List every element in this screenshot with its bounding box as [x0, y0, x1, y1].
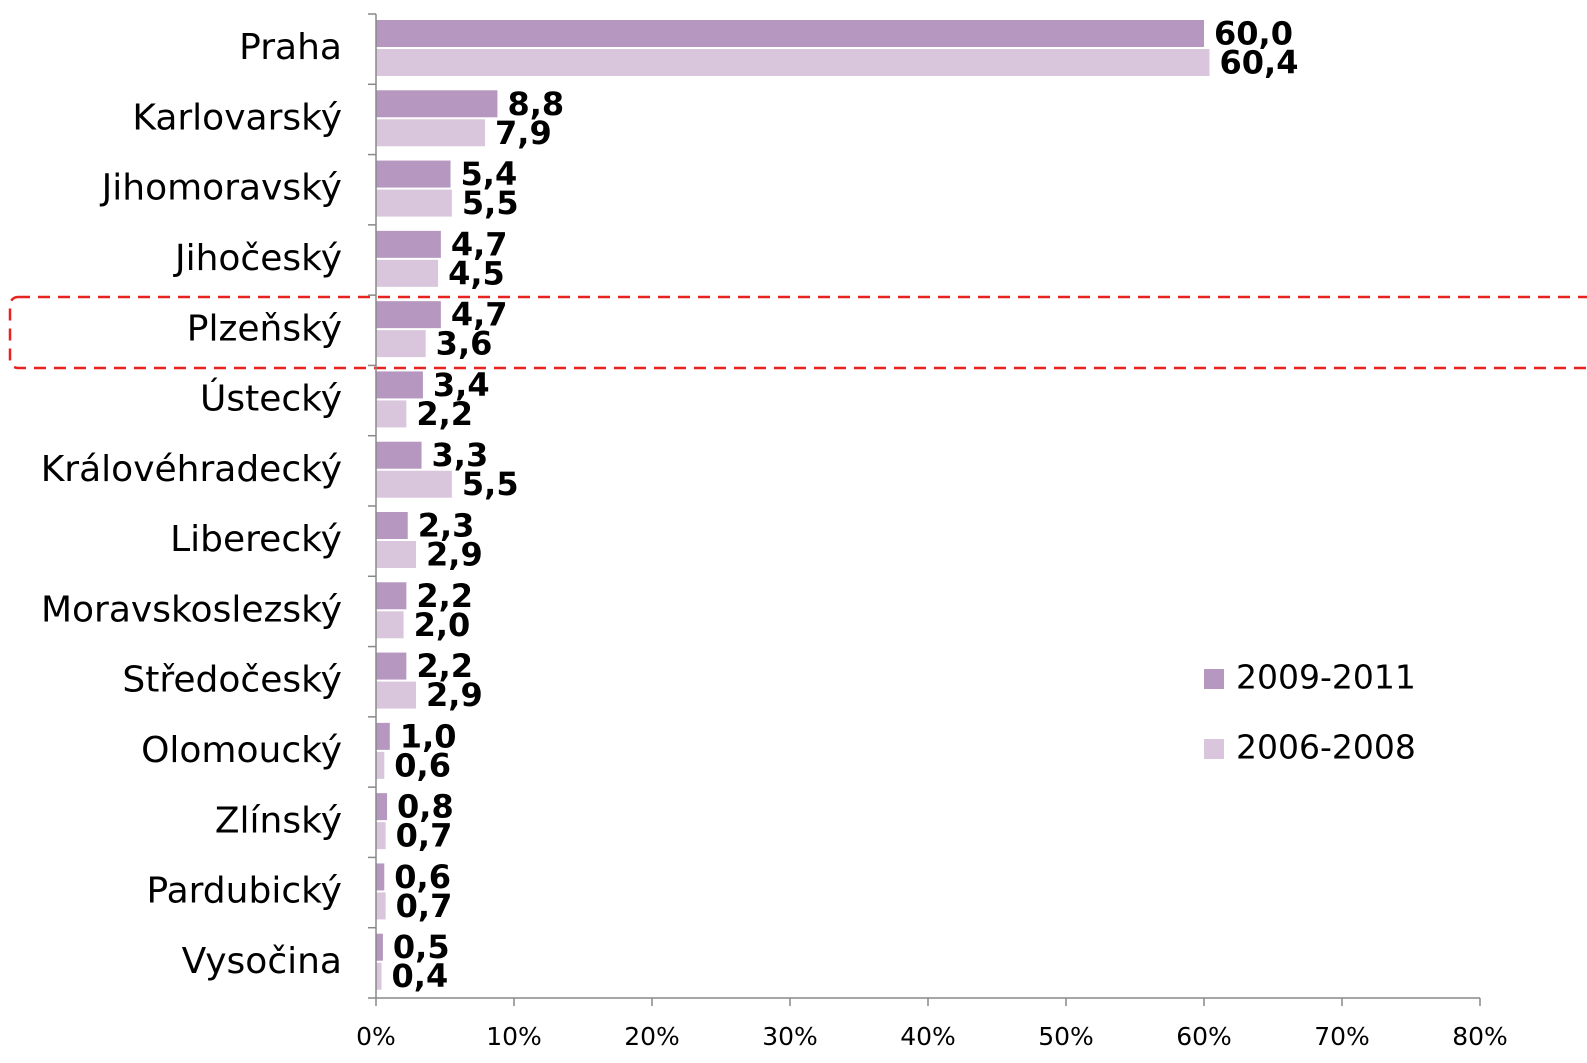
value-label: 4,7 [451, 296, 508, 334]
bar [376, 892, 386, 920]
category-label: Ústecký [200, 378, 342, 420]
highlight-box [8, 295, 1587, 370]
value-label: 3,6 [436, 325, 493, 363]
value-label: 8,8 [507, 85, 564, 123]
bar [376, 822, 386, 850]
category-label: Moravskoslezský [41, 589, 342, 630]
bar [376, 470, 452, 498]
x-tick-label: 40% [900, 1022, 956, 1051]
value-label: 2,2 [416, 577, 473, 615]
value-label: 0,6 [394, 858, 451, 896]
value-label: 0,6 [394, 746, 451, 784]
category-label: Plzeňský [187, 308, 342, 349]
x-tick-label: 10% [486, 1022, 542, 1051]
value-label: 4,5 [448, 254, 505, 292]
value-label: 2,2 [416, 647, 473, 685]
x-tick-label: 0% [356, 1022, 396, 1051]
bar [376, 541, 417, 568]
bar [376, 330, 426, 358]
value-label: 4,7 [451, 225, 508, 263]
category-label: Praha [239, 27, 342, 68]
category-label: Jihomoravský [100, 168, 342, 209]
value-label: 60,0 [1214, 15, 1293, 53]
value-label: 2,9 [426, 536, 483, 574]
bar [376, 160, 451, 188]
bar [376, 230, 441, 258]
x-tick-label: 30% [762, 1022, 818, 1051]
category-label: Vysočina [182, 941, 342, 982]
value-label: 2,2 [416, 395, 473, 433]
bar [376, 512, 408, 539]
value-label: 2,9 [426, 676, 483, 714]
bar [376, 863, 385, 891]
legend-label: 2009-2011 [1236, 658, 1416, 697]
bar [376, 441, 422, 469]
value-label: 60,4 [1220, 44, 1299, 82]
value-label: 5,5 [462, 184, 519, 222]
bar [376, 189, 452, 217]
value-label: 3,3 [432, 436, 489, 474]
x-tick-label: 50% [1038, 1022, 1094, 1051]
bar [376, 20, 1204, 47]
category-label: Liberecký [170, 519, 342, 560]
value-label: 5,5 [462, 465, 519, 503]
x-tick-label: 60% [1176, 1022, 1232, 1051]
bar [376, 119, 486, 147]
value-label: 0,8 [397, 788, 454, 826]
value-label: 2,0 [414, 606, 471, 644]
category-label: Královéhradecký [41, 449, 342, 490]
value-label: 3,4 [433, 366, 490, 404]
x-tick-label: 70% [1314, 1022, 1370, 1051]
x-tick-label: 80% [1452, 1022, 1508, 1051]
value-label: 1,0 [400, 717, 457, 755]
value-label: 5,4 [461, 155, 518, 193]
bar [376, 400, 407, 428]
legend-swatch [1204, 669, 1224, 689]
category-label: Středočeský [122, 660, 342, 701]
category-label: Zlínský [215, 800, 342, 841]
bar [376, 582, 407, 610]
category-label: Olomoucký [141, 730, 342, 771]
bar [376, 652, 407, 680]
bar [376, 681, 417, 709]
value-label: 0,5 [393, 928, 450, 966]
x-tick-label: 20% [624, 1022, 680, 1051]
legend-swatch [1204, 739, 1224, 759]
bar [376, 751, 385, 779]
value-label: 0,7 [396, 887, 453, 925]
value-label: 2,3 [418, 507, 475, 545]
value-label: 0,4 [392, 957, 449, 995]
category-label: Karlovarský [132, 97, 342, 138]
bar [376, 371, 423, 399]
bar [376, 611, 404, 639]
value-label: 7,9 [495, 114, 552, 152]
value-label: 0,7 [396, 817, 453, 855]
bar [376, 90, 498, 118]
bar [376, 962, 382, 990]
bar [376, 301, 441, 329]
bar [376, 49, 1210, 76]
category-label: Jihočeský [173, 238, 342, 279]
bar [376, 793, 388, 821]
category-label: Pardubický [146, 871, 342, 912]
bar [376, 259, 439, 287]
bar [376, 933, 383, 961]
legend-label: 2006-2008 [1236, 728, 1416, 767]
bar [376, 722, 390, 750]
